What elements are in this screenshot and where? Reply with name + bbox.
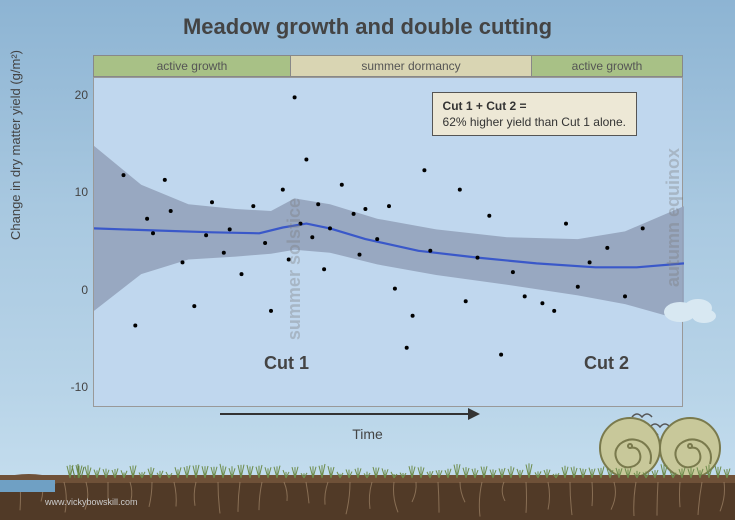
title-text: Meadow growth and double cutting <box>183 14 552 39</box>
data-point <box>428 249 432 253</box>
data-point <box>251 204 255 208</box>
phase-active-1: active growth <box>94 56 291 76</box>
data-point <box>322 267 326 271</box>
info-line1: Cut 1 + Cut 2 = <box>443 99 626 113</box>
solstice-label: summer solstice <box>284 198 305 340</box>
data-point <box>499 353 503 357</box>
info-box: Cut 1 + Cut 2 = 62% higher yield than Cu… <box>432 92 637 136</box>
phase-label: summer dormancy <box>361 59 460 73</box>
data-point <box>552 309 556 313</box>
data-point <box>576 285 580 289</box>
data-point <box>133 324 137 328</box>
data-point <box>151 231 155 235</box>
data-point <box>169 209 173 213</box>
data-point <box>422 168 426 172</box>
y-tick: 10 <box>60 185 88 199</box>
data-point <box>352 212 356 216</box>
equinox-label: autumn equinox <box>663 148 684 287</box>
data-point <box>293 95 297 99</box>
data-point <box>641 226 645 230</box>
data-point <box>281 188 285 192</box>
data-point <box>405 346 409 350</box>
x-axis-label: Time <box>352 426 383 442</box>
data-point <box>511 270 515 274</box>
data-point <box>269 309 273 313</box>
data-point <box>487 214 491 218</box>
data-point <box>623 294 627 298</box>
cloud-icon <box>660 290 720 325</box>
data-point <box>122 173 126 177</box>
phase-bar: active growth summer dormancy active gro… <box>93 55 683 77</box>
data-point <box>192 304 196 308</box>
chart-title: Meadow growth and double cutting <box>0 14 735 40</box>
info-line2: 62% higher yield than Cut 1 alone. <box>443 115 626 129</box>
cut1-label: Cut 1 <box>264 353 309 374</box>
data-point <box>304 158 308 162</box>
data-point <box>145 217 149 221</box>
y-axis-label: Change in dry matter yield (g/m²) <box>8 50 23 240</box>
phase-active-2: active growth <box>532 56 682 76</box>
data-point <box>375 237 379 241</box>
data-point <box>228 227 232 231</box>
phase-label: active growth <box>572 59 643 73</box>
data-point <box>393 287 397 291</box>
data-point <box>564 222 568 226</box>
chart-plot-area: summer solstice autumn equinox Cut 1 Cut… <box>93 77 683 407</box>
phase-dormancy: summer dormancy <box>291 56 532 76</box>
data-point <box>387 204 391 208</box>
data-point <box>163 178 167 182</box>
ci-band <box>94 146 684 321</box>
time-arrow-icon <box>220 406 480 422</box>
y-tick: 20 <box>60 88 88 102</box>
y-tick: -10 <box>60 380 88 394</box>
data-point <box>340 183 344 187</box>
data-point <box>363 207 367 211</box>
data-point <box>476 256 480 260</box>
data-point <box>240 272 244 276</box>
data-point <box>588 260 592 264</box>
data-point <box>263 241 267 245</box>
ground-illustration <box>0 460 735 520</box>
y-tick: 0 <box>60 283 88 297</box>
data-point <box>458 188 462 192</box>
data-point <box>310 235 314 239</box>
data-point <box>204 233 208 237</box>
data-point <box>411 314 415 318</box>
data-point <box>464 299 468 303</box>
data-point <box>523 294 527 298</box>
data-point <box>181 260 185 264</box>
data-point <box>316 202 320 206</box>
data-point <box>222 251 226 255</box>
data-point <box>328 226 332 230</box>
phase-label: active growth <box>157 59 228 73</box>
data-point <box>540 301 544 305</box>
credit-text: www.vickybowskill.com <box>45 497 138 507</box>
data-point <box>210 200 214 204</box>
data-point <box>605 246 609 250</box>
cut2-label: Cut 2 <box>584 353 629 374</box>
data-point <box>358 253 362 257</box>
